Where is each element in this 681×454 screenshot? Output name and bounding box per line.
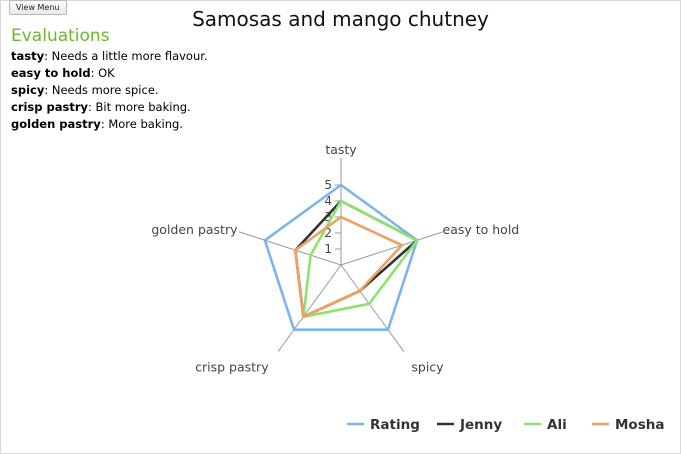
axis-line-crisp-pastry (277, 264, 342, 352)
evaluation-criterion: easy to hold (11, 66, 91, 80)
evaluation-criterion: golden pastry (11, 117, 101, 131)
evaluation-item-golden-pastry: golden pastry: More baking. (11, 116, 208, 133)
evaluation-item-easy-to-hold: easy to hold: OK (11, 65, 208, 82)
evaluations-heading: Evaluations (11, 26, 110, 46)
series-ali[interactable] (302, 199, 419, 319)
legend-label-mosha[interactable]: Mosha (615, 417, 664, 433)
axis-label-easy-to-hold: easy to hold (443, 222, 520, 237)
evaluation-criterion: crisp pastry (11, 100, 89, 114)
axis-line-spicy (340, 264, 405, 352)
axis-label-golden-pastry: golden pastry (151, 222, 238, 237)
evaluation-item-crisp-pastry: crisp pastry: Bit more baking. (11, 99, 208, 116)
evaluation-criterion: tasty (11, 49, 45, 63)
tick-label: 4 (324, 194, 332, 208)
evaluation-comment: : More baking. (100, 117, 183, 131)
chart-title: Samosas and mango chutney (192, 7, 489, 31)
legend-label-ali[interactable]: Ali (547, 417, 567, 433)
axis-label-spicy: spicy (411, 359, 444, 374)
legend-label-jenny[interactable]: Jenny (459, 417, 502, 433)
view-menu-button[interactable]: View Menu (9, 0, 67, 15)
tick-label: 2 (324, 226, 332, 240)
evaluation-comment: : OK (90, 66, 115, 80)
series-rating[interactable] (263, 183, 419, 332)
tick-label: 1 (324, 242, 332, 256)
series-mosha[interactable] (293, 215, 404, 319)
axis-line-golden-pastry (239, 231, 342, 266)
axis-label-tasty: tasty (325, 142, 357, 157)
evaluations-list: tasty: Needs a little more flavour. easy… (11, 48, 208, 133)
tick-label: 3 (324, 210, 332, 224)
evaluation-item-spicy: spicy: Needs more spice. (11, 82, 208, 99)
evaluation-comment: : Bit more baking. (88, 100, 191, 114)
evaluation-item-tasty: tasty: Needs a little more flavour. (11, 48, 208, 65)
tick-label: 5 (324, 178, 332, 192)
axis-line-easy-to-hold (340, 231, 443, 266)
evaluation-criterion: spicy (11, 83, 45, 97)
axis-label-crisp-pastry: crisp pastry (195, 359, 269, 374)
evaluation-comment: : Needs a little more flavour. (44, 49, 208, 63)
legend-label-rating[interactable]: Rating (370, 417, 420, 433)
evaluation-comment: : Needs more spice. (44, 83, 159, 97)
